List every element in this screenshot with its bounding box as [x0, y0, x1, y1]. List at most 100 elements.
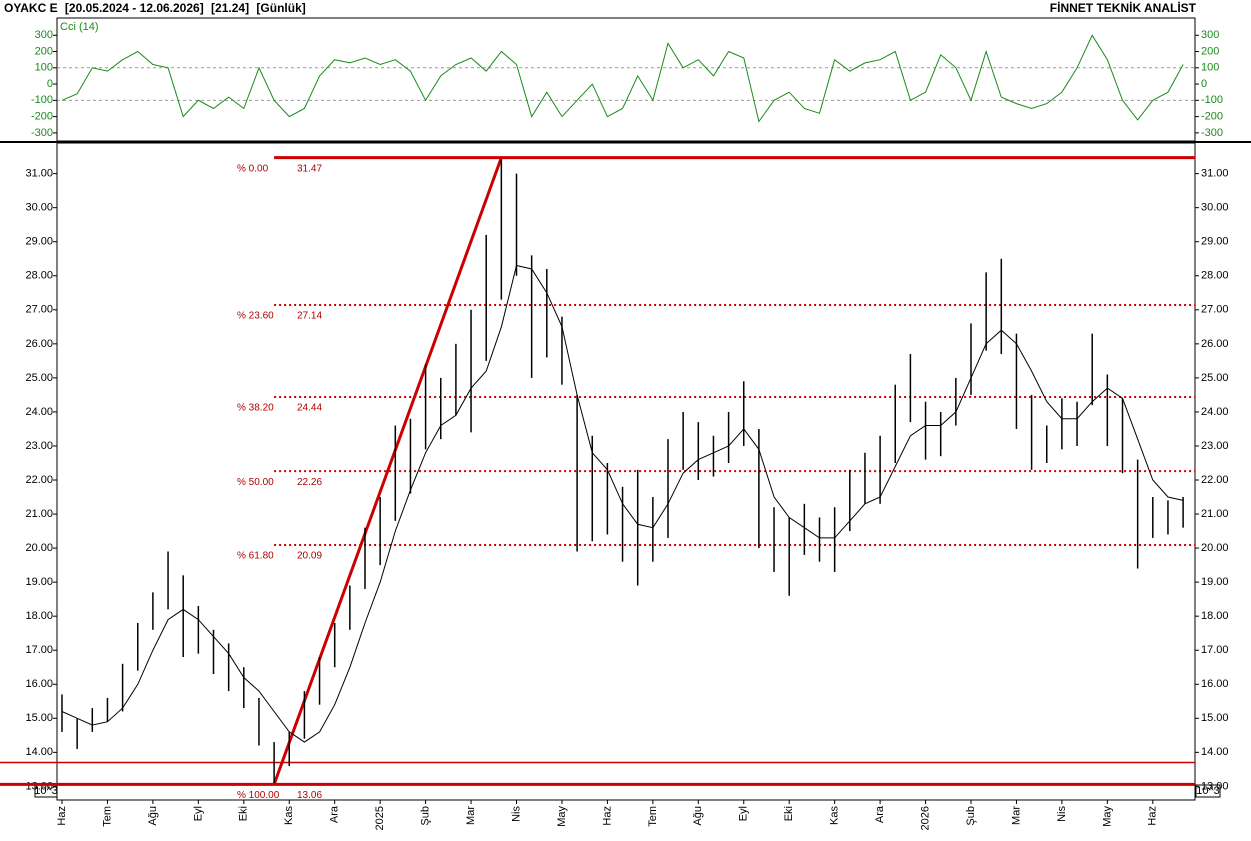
x-tick-label: 2026 [919, 806, 931, 830]
cci-tick-label: 100 [1201, 62, 1219, 74]
cci-tick-label: -100 [1201, 94, 1223, 106]
fib-label: % 38.20 [237, 403, 274, 414]
x-tick-label: Şub [965, 806, 977, 826]
x-tick-label: Kas [283, 806, 295, 825]
y-tick-label: 18.00 [1201, 610, 1229, 622]
cci-tick-label: 100 [35, 62, 53, 74]
last-price: [21.24] [211, 1, 249, 15]
y-tick-label: 19.00 [25, 576, 53, 588]
symbol: OYAKC E [4, 1, 58, 15]
y-tick-label: 16.00 [1201, 678, 1229, 690]
fib-label: % 50.00 [237, 477, 274, 488]
y-tick-label: 15.00 [1201, 712, 1229, 724]
x-tick-label: Ağu [692, 806, 704, 826]
y-tick-label: 23.00 [1201, 440, 1229, 452]
x-tick-label: Tem [647, 806, 659, 827]
cci-tick-label: 300 [1201, 29, 1219, 41]
y-tick-label: 25.00 [1201, 372, 1229, 384]
fib-value: 22.26 [297, 477, 322, 488]
y-tick-label: 16.00 [25, 678, 53, 690]
x-tick-label: Mar [1010, 806, 1022, 825]
x-tick-label: Kas [829, 806, 841, 825]
cci-line [61, 34, 1184, 123]
cci-tick-label: -200 [31, 111, 53, 123]
moving-average [61, 264, 1184, 743]
fib-label: % 0.00 [237, 163, 269, 174]
x-tick-label: Tem [101, 806, 113, 827]
y-tick-label: 22.00 [25, 474, 53, 486]
y-tick-label: 30.00 [25, 202, 53, 214]
y-tick-label: 21.00 [1201, 508, 1229, 520]
x-tick-label: Eki [783, 806, 795, 821]
unit-box [1195, 784, 1221, 798]
y-tick-label: 21.00 [25, 508, 53, 520]
y-tick-label: 27.00 [1201, 304, 1229, 316]
fib-label: % 100.00 [237, 790, 280, 801]
x-tick-label: Nis [510, 806, 522, 822]
cci-label: Cci (14) [60, 21, 99, 33]
x-tick-label: Ara [874, 805, 886, 823]
x-tick-label: Ağu [147, 806, 159, 826]
x-tick-label: May [556, 806, 568, 827]
y-tick-label: 28.00 [1201, 270, 1229, 282]
x-tick-label: May [1101, 806, 1113, 827]
x-tick-label: Haz [56, 806, 68, 826]
cci-tick-label: -300 [1201, 127, 1223, 139]
y-tick-label: 25.00 [25, 372, 53, 384]
header: OYAKC E [20.05.2024 - 12.06.2026] [21.24… [4, 1, 306, 15]
trend-line [272, 157, 503, 785]
y-tick-label: 26.00 [1201, 338, 1229, 350]
y-tick-label: 23.00 [25, 440, 53, 452]
y-tick-label: 13.00 [25, 780, 53, 792]
fib-label: % 61.80 [237, 551, 274, 562]
y-tick-label: 27.00 [25, 304, 53, 316]
fib-value: 24.44 [297, 403, 322, 414]
y-tick-label: 29.00 [25, 236, 53, 248]
cci-tick-label: 0 [1201, 78, 1207, 90]
y-tick-label: 17.00 [25, 644, 53, 656]
cci-tick-label: 300 [35, 29, 53, 41]
y-tick-label: 18.00 [25, 610, 53, 622]
fib-value: 13.06 [297, 790, 322, 801]
y-tick-label: 20.00 [1201, 542, 1229, 554]
cci-tick-label: 200 [35, 45, 53, 57]
cci-tick-label: 200 [1201, 45, 1219, 57]
x-tick-label: Eyl [192, 806, 204, 821]
y-tick-label: 19.00 [1201, 576, 1229, 588]
x-tick-label: Haz [1147, 806, 1159, 826]
x-tick-label: Nis [1056, 806, 1068, 822]
fib-value: 31.47 [297, 163, 322, 174]
y-tick-label: 28.00 [25, 270, 53, 282]
x-tick-label: Ara [329, 805, 341, 823]
y-tick-label: 24.00 [25, 406, 53, 418]
y-tick-label: 13.00 [1201, 780, 1229, 792]
cci-tick-label: 0 [47, 78, 53, 90]
cci-tick-label: -100 [31, 94, 53, 106]
cci-tick-label: -200 [1201, 111, 1223, 123]
y-tick-label: 30.00 [1201, 202, 1229, 214]
x-tick-label: Mar [465, 806, 477, 825]
y-tick-label: 22.00 [1201, 474, 1229, 486]
cci-tick-label: -300 [31, 127, 53, 139]
y-tick-label: 29.00 [1201, 236, 1229, 248]
interval: [Günlük] [256, 1, 305, 15]
y-tick-label: 14.00 [25, 746, 53, 758]
y-tick-label: 26.00 [25, 338, 53, 350]
y-tick-label: 31.00 [25, 168, 53, 180]
y-tick-label: 20.00 [25, 542, 53, 554]
y-tick-label: 14.00 [1201, 746, 1229, 758]
unit-label: 10^3 [1196, 785, 1220, 797]
y-tick-label: 24.00 [1201, 406, 1229, 418]
unit-label: 10^3 [34, 785, 58, 797]
x-tick-label: Eyl [738, 806, 750, 821]
y-tick-label: 15.00 [25, 712, 53, 724]
fib-label: % 23.60 [237, 311, 274, 322]
x-tick-label: Eki [238, 806, 250, 821]
period: [20.05.2024 - 12.06.2026] [65, 1, 204, 15]
x-tick-label: Şub [420, 806, 432, 826]
y-tick-label: 17.00 [1201, 644, 1229, 656]
x-tick-label: 2025 [374, 806, 386, 830]
y-tick-label: 31.00 [1201, 168, 1229, 180]
